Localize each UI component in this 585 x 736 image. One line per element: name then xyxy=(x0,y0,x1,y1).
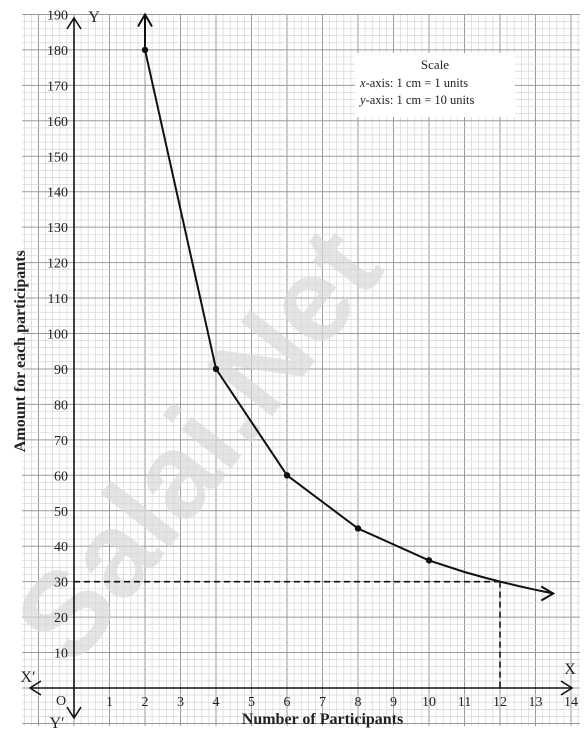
y-neg-axis-arrow xyxy=(66,706,82,720)
y-tick-label: 30 xyxy=(54,576,68,591)
chart-marks xyxy=(74,12,556,688)
grid xyxy=(22,13,580,726)
y-tick-label: 60 xyxy=(54,469,68,484)
curve-arrow-right xyxy=(540,585,556,602)
data-point xyxy=(212,365,220,373)
scale-x-text: -axis: 1 cm = 1 units xyxy=(366,76,469,90)
y-tick-label: 160 xyxy=(47,115,68,130)
y-tick-label: 190 xyxy=(47,8,68,23)
x-tick-label: 3 xyxy=(177,695,184,710)
x-axis-arrow xyxy=(560,680,574,696)
y-neg-axis-letter: Y′ xyxy=(49,715,64,732)
data-point xyxy=(141,46,149,54)
x-tick-label: 8 xyxy=(355,695,362,710)
y-tick-label: 80 xyxy=(54,398,68,413)
origin-label: O xyxy=(56,694,66,709)
x-axis-title: Number of Participants xyxy=(242,711,403,728)
x-neg-axis-letter: X′ xyxy=(20,669,35,686)
y-tick-label: 10 xyxy=(54,647,68,662)
x-tick-label: 5 xyxy=(248,695,255,710)
y-tick-label: 130 xyxy=(47,221,68,236)
scale-y-line: y-axis: 1 cm = 10 units xyxy=(358,93,474,107)
tick-labels: O 1 2 3 4 5 6 7 8 9 10 11 12 13 1410203040506070809010… xyxy=(47,8,578,710)
series-line xyxy=(144,14,554,595)
y-tick-label: 70 xyxy=(54,434,68,449)
scale-box: Scale x-axis: 1 cm = 1 units y-axis: 1 c… xyxy=(355,53,515,117)
x-tick-label: 9 xyxy=(390,695,397,710)
x-tick-label: 4 xyxy=(213,695,220,710)
x-tick-label: 12 xyxy=(493,695,507,710)
data-point xyxy=(283,472,291,479)
scale-y-var: y xyxy=(358,93,366,107)
x-tick-label: 2 xyxy=(142,695,149,710)
y-axis-arrow xyxy=(66,16,82,30)
y-tick-label: 100 xyxy=(47,328,68,343)
scale-box-background xyxy=(355,53,515,117)
x-tick-label: 11 xyxy=(458,695,471,710)
scale-x-line: x-axis: 1 cm = 1 units xyxy=(359,76,468,90)
y-tick-label: 50 xyxy=(54,505,68,520)
axes: X X′ Y Y′ xyxy=(20,9,576,732)
x-tick-label: 7 xyxy=(319,695,326,710)
scale-y-text: -axis: 1 cm = 10 units xyxy=(366,93,475,107)
y-tick-label: 20 xyxy=(54,611,68,626)
x-axis-letter: X xyxy=(564,661,576,678)
data-point xyxy=(354,525,362,532)
x-tick-label: 13 xyxy=(529,695,543,710)
data-point xyxy=(425,557,433,564)
y-axis-title: Amount for each participants xyxy=(12,250,29,452)
curve-arrow-up xyxy=(137,12,153,27)
y-tick-label: 90 xyxy=(54,363,68,378)
x-tick-label: 14 xyxy=(564,695,578,710)
scale-x-var: x xyxy=(359,76,366,90)
y-tick-label: 40 xyxy=(54,540,68,555)
y-tick-label: 170 xyxy=(47,79,68,94)
y-tick-label: 150 xyxy=(47,150,68,165)
y-tick-label: 120 xyxy=(47,257,68,272)
x-tick-label: 10 xyxy=(422,695,436,710)
y-axis-letter: Y xyxy=(88,9,100,26)
y-tick-label: 110 xyxy=(48,292,68,307)
x-tick-label: 1 xyxy=(106,695,113,710)
x-neg-axis-arrow xyxy=(28,680,42,696)
y-tick-label: 140 xyxy=(47,186,68,201)
y-tick-label: 180 xyxy=(47,44,68,59)
x-tick-label: 6 xyxy=(284,695,291,710)
scale-title: Scale xyxy=(421,57,449,72)
